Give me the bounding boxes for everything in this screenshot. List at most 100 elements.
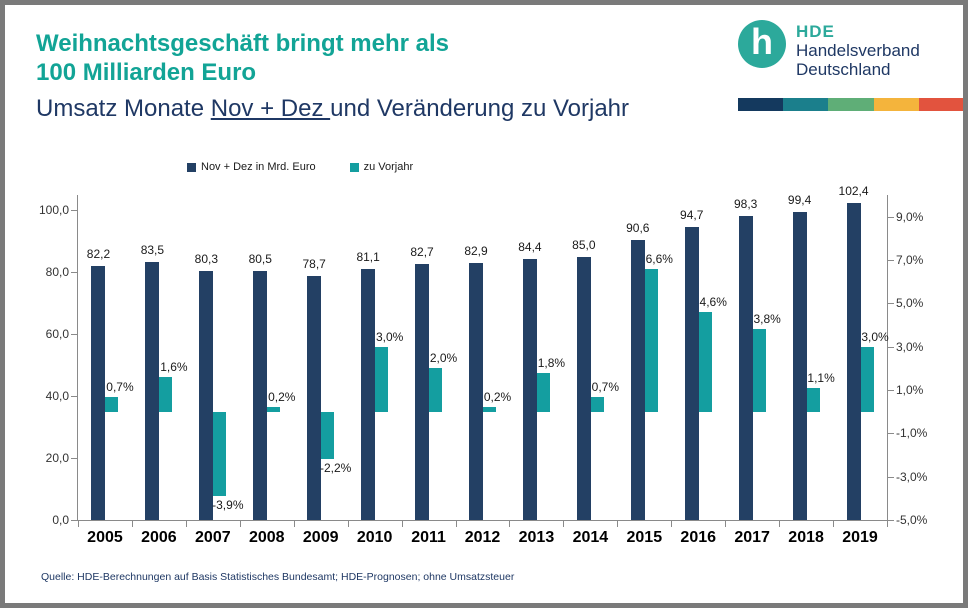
bar-label-umsatz-2016: 94,7 [680, 207, 704, 222]
bar-label-umsatz-2011: 82,7 [410, 245, 434, 260]
bar-label-umsatz-2019: 102,4 [838, 184, 869, 199]
left-axis-tick-label: 40,0 [45, 389, 69, 404]
bar-label-vorjahr-2016: 4,6% [699, 295, 727, 309]
hde-logo-text: HDE Handelsverband Deutschland [796, 20, 920, 79]
x-axis-tick [131, 521, 133, 527]
page-title: Weihnachtsgeschäft bringt mehr als 100 M… [36, 30, 449, 86]
bar-vorjahr-2015 [644, 268, 658, 412]
bar-label-umsatz-2018: 99,4 [787, 193, 812, 208]
bar-label-vorjahr-2008: 0,2% [268, 390, 296, 405]
bar-label-vorjahr-2015: 6,6% [645, 251, 673, 266]
bar-umsatz-2006 [145, 261, 160, 520]
x-axis-tick [455, 521, 457, 527]
right-axis-tick [888, 346, 894, 348]
left-axis-tick [71, 210, 77, 212]
right-axis-tick-label: -3,0% [896, 469, 928, 484]
right-axis-tick [888, 476, 894, 478]
x-axis-label-2014: 2014 [572, 529, 609, 546]
bar-vorjahr-2005 [105, 396, 119, 412]
x-axis-tick [401, 521, 403, 527]
left-axis-tick [71, 458, 77, 460]
subtitle-suffix: und Veränderung zu Vorjahr [330, 95, 630, 122]
x-axis-label-2007: 2007 [195, 529, 231, 546]
right-axis-tick-label: 9,0% [896, 209, 924, 224]
bar-vorjahr-2007 [213, 411, 227, 497]
brand-color-stripe [738, 98, 963, 111]
page-subtitle: Umsatz Monate Nov + Dez und Veränderung … [36, 95, 629, 123]
x-axis-label-2010: 2010 [356, 529, 393, 546]
bar-umsatz-2008 [253, 270, 268, 520]
bar-vorjahr-2016 [698, 312, 712, 412]
bar-label-umsatz-2017: 98,3 [733, 196, 758, 211]
bar-label-vorjahr-2009: -2,2% [320, 461, 352, 476]
subtitle-underlined: Nov + Dez [210, 95, 331, 122]
bar-umsatz-2015 [630, 239, 645, 520]
left-axis-tick [71, 272, 77, 274]
bar-label-umsatz-2009: 78,7 [302, 257, 326, 272]
bar-label-umsatz-2010: 81,1 [356, 249, 380, 264]
x-axis-label-2011: 2011 [411, 529, 446, 546]
left-axis-tick-label: 0,0 [52, 513, 69, 527]
right-axis-tick [888, 303, 894, 305]
x-axis-tick [833, 521, 835, 527]
right-axis-tick-label: 5,0% [896, 296, 924, 311]
stripe-segment-2 [828, 98, 874, 111]
x-axis-tick [78, 521, 79, 527]
source-note: Quelle: HDE-Berechnungen auf Basis Stati… [41, 571, 515, 583]
bar-label-umsatz-2006: 83,5 [140, 242, 165, 257]
x-axis-label-2008: 2008 [248, 529, 285, 546]
bar-vorjahr-2018 [806, 387, 820, 412]
logo-line1: Handelsverband [796, 41, 920, 60]
bar-vorjahr-2010 [375, 346, 389, 412]
x-axis-tick [293, 521, 295, 527]
bar-label-vorjahr-2012: 0,2% [483, 390, 512, 405]
subtitle-prefix: Umsatz Monate [36, 95, 211, 122]
bar-vorjahr-2009 [321, 411, 335, 460]
bar-label-vorjahr-2018: 1,1% [807, 370, 835, 385]
hde-logo: h HDE Handelsverband Deutschland [738, 20, 920, 79]
x-axis-tick [887, 521, 888, 527]
logo-abbr: HDE [796, 22, 835, 41]
bar-umsatz-2018 [792, 212, 807, 520]
left-axis-tick-label: 100,0 [38, 203, 69, 218]
right-axis-tick-label: 7,0% [896, 253, 924, 267]
bar-label-umsatz-2007: 80,3 [194, 252, 218, 267]
left-axis-tick-label: 20,0 [45, 451, 69, 466]
right-axis-tick [888, 390, 894, 391]
left-axis-tick-label: 60,0 [45, 327, 69, 342]
bar-vorjahr-2008 [267, 407, 281, 412]
bar-vorjahr-2012 [483, 407, 496, 412]
x-axis-label-2017: 2017 [734, 529, 770, 546]
bar-label-vorjahr-2010: 3,0% [375, 329, 404, 344]
stripe-segment-0 [738, 98, 784, 111]
right-axis-tick-label: -5,0% [896, 513, 928, 527]
legend-swatch-icon [187, 162, 196, 172]
x-axis-tick [185, 521, 187, 527]
x-axis-tick [617, 521, 619, 527]
x-axis-label-2019: 2019 [842, 529, 878, 546]
x-axis-label-2009: 2009 [302, 529, 339, 546]
x-axis-tick [239, 521, 241, 527]
right-axis-tick [888, 520, 894, 521]
bar-umsatz-2005 [91, 265, 106, 520]
bar-umsatz-2007 [199, 271, 214, 520]
stripe-segment-3 [873, 98, 919, 111]
bar-label-vorjahr-2005: 0,7% [106, 379, 134, 394]
logo-line2: Deutschland [796, 60, 891, 79]
legend-item-1: zu Vorjahr [349, 161, 414, 173]
x-axis-label-2018: 2018 [788, 529, 824, 546]
bar-label-vorjahr-2013: 1,8% [537, 355, 566, 370]
left-axis-tick [71, 334, 77, 336]
x-axis-tick [347, 521, 349, 527]
bar-umsatz-2014 [576, 256, 591, 520]
x-axis-label-2012: 2012 [464, 529, 501, 546]
bar-label-umsatz-2013: 84,4 [518, 239, 542, 254]
bar-vorjahr-2011 [429, 368, 443, 412]
x-axis-tick [725, 521, 727, 527]
bar-umsatz-2013 [522, 258, 537, 520]
legend-label: zu Vorjahr [363, 161, 414, 173]
stripe-segment-4 [918, 98, 963, 111]
right-axis-tick-label: 3,0% [896, 339, 924, 354]
bar-vorjahr-2017 [752, 329, 766, 412]
